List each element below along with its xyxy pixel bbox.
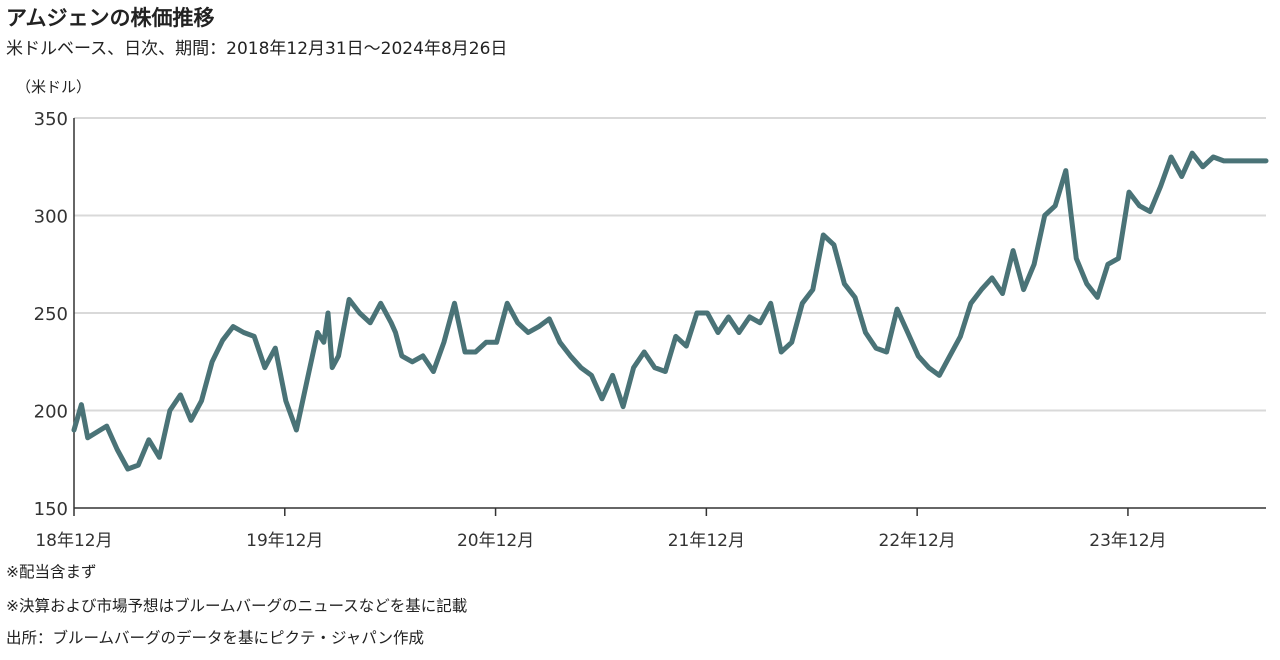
line-chart: 150 200 250 300 350 18年12月 19年12月 20年12月 21年12月… — [34, 109, 1269, 551]
chart-subtitle: 米ドルベース、日次、期間：2018年12月31日～2024年8月26日 — [6, 39, 508, 59]
x-tick-label: 19年12月 — [246, 531, 323, 551]
source-note: 出所：ブルームバーグのデータを基にピクテ・ジャパン作成 — [6, 629, 425, 647]
price-series-line — [71, 150, 1269, 472]
forecast-note: ※決算および市場予想はブルームバーグのニュースなどを基に記載 — [6, 597, 468, 615]
y-tick-label: 350 — [34, 109, 68, 130]
dividend-note: ※配当含まず — [6, 563, 97, 581]
series-layer — [71, 150, 1269, 472]
y-axis-ticks: 150 200 250 300 350 — [34, 109, 68, 520]
y-tick-label: 300 — [34, 207, 68, 228]
y-tick-label: 150 — [34, 499, 68, 520]
grid-lines — [74, 117, 1266, 412]
x-tick-label: 18年12月 — [35, 531, 112, 551]
x-axis: 18年12月 19年12月 20年12月 21年12月 22年12月 23年12月 — [35, 118, 1266, 551]
chart-title: アムジェンの株価推移 — [6, 6, 215, 30]
y-tick-label: 200 — [34, 402, 68, 423]
x-tick-label: 22年12月 — [879, 531, 956, 551]
x-tick-label: 23年12月 — [1089, 531, 1166, 551]
y-axis-unit-label: （米ドル） — [16, 78, 92, 96]
y-tick-label: 250 — [34, 304, 68, 325]
x-tick-label: 21年12月 — [668, 531, 745, 551]
x-tick-label: 20年12月 — [457, 531, 534, 551]
